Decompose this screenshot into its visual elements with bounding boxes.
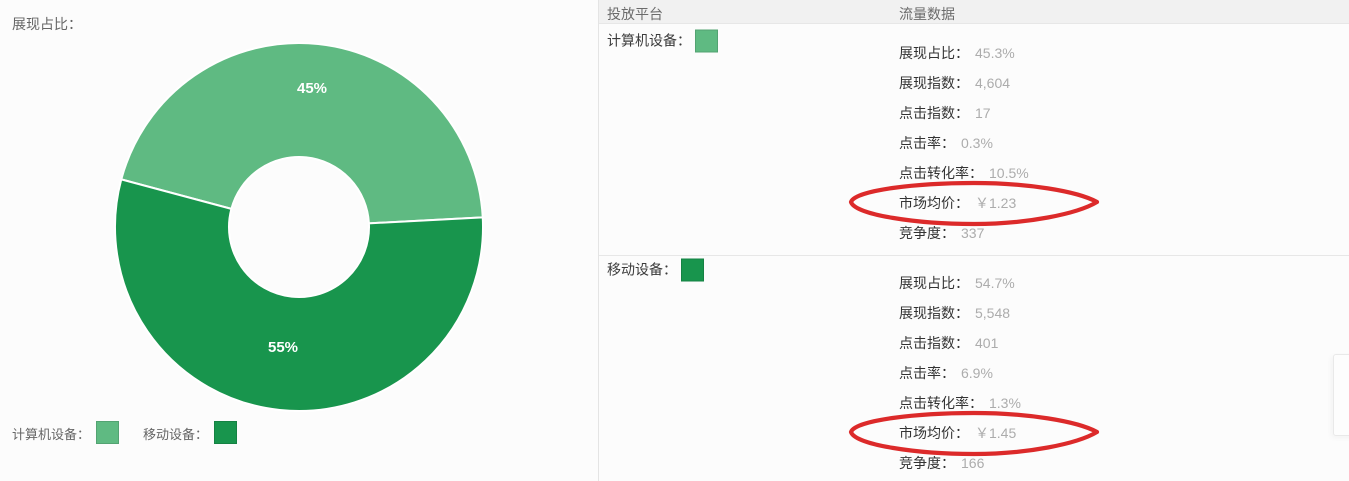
svg-text:55%: 55% (268, 339, 298, 356)
svg-text:45%: 45% (297, 80, 327, 97)
